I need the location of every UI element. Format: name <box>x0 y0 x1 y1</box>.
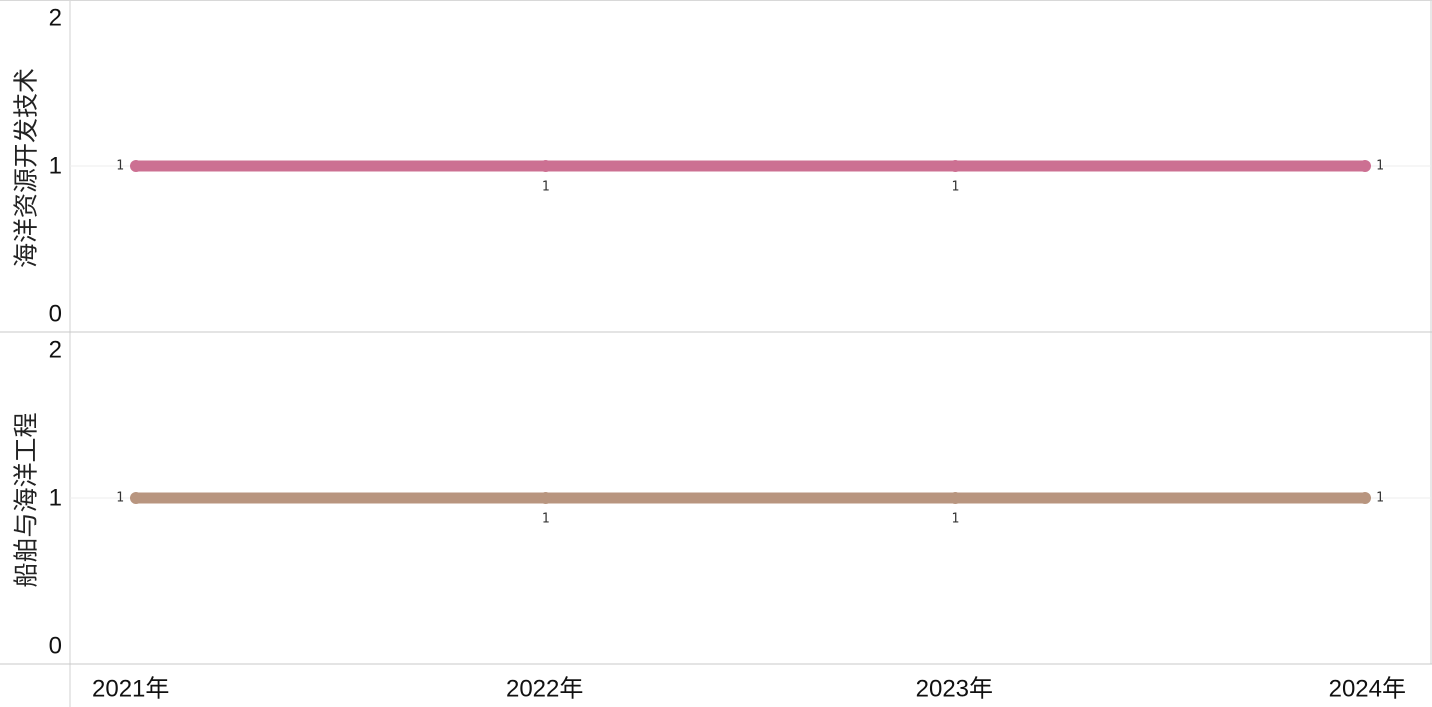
y-tick-label: 0 <box>49 301 62 328</box>
data-point <box>539 160 552 172</box>
data-point <box>949 160 962 172</box>
data-label: 1 <box>951 512 959 527</box>
y-tick-label: 2 <box>49 337 62 364</box>
data-point <box>1359 492 1371 504</box>
panel-label: 海洋资源开发技术 <box>12 68 41 268</box>
data-label: 1 <box>1376 491 1384 506</box>
data-point <box>949 492 962 504</box>
data-label: 1 <box>1376 159 1384 174</box>
data-label: 1 <box>542 512 550 527</box>
x-tick-label: 2024年 <box>1329 676 1406 703</box>
data-label: 1 <box>542 180 550 195</box>
y-tick-label: 0 <box>49 633 62 660</box>
y-tick-label: 1 <box>49 485 62 512</box>
data-point <box>130 492 142 504</box>
x-tick-label: 2023年 <box>916 676 993 703</box>
panel-label: 船舶与海洋工程 <box>12 412 41 587</box>
data-point <box>1359 160 1371 172</box>
x-tick-label: 2021年 <box>92 676 169 703</box>
data-label: 1 <box>951 180 959 195</box>
x-axis: 2021年 2022年 2023年 2024年 <box>92 676 1406 703</box>
panel-2: 0 1 2 船舶与海洋工程 1 1 1 1 <box>0 331 1432 660</box>
data-label: 1 <box>116 159 124 174</box>
y-tick-label: 2 <box>49 5 62 32</box>
panel-1: 0 1 2 海洋资源开发技术 1 1 1 1 <box>12 5 1431 328</box>
y-tick-label: 1 <box>49 153 62 180</box>
data-point <box>539 492 552 504</box>
x-tick-label: 2022年 <box>506 676 583 703</box>
data-label: 1 <box>116 491 124 506</box>
data-point <box>130 160 142 172</box>
